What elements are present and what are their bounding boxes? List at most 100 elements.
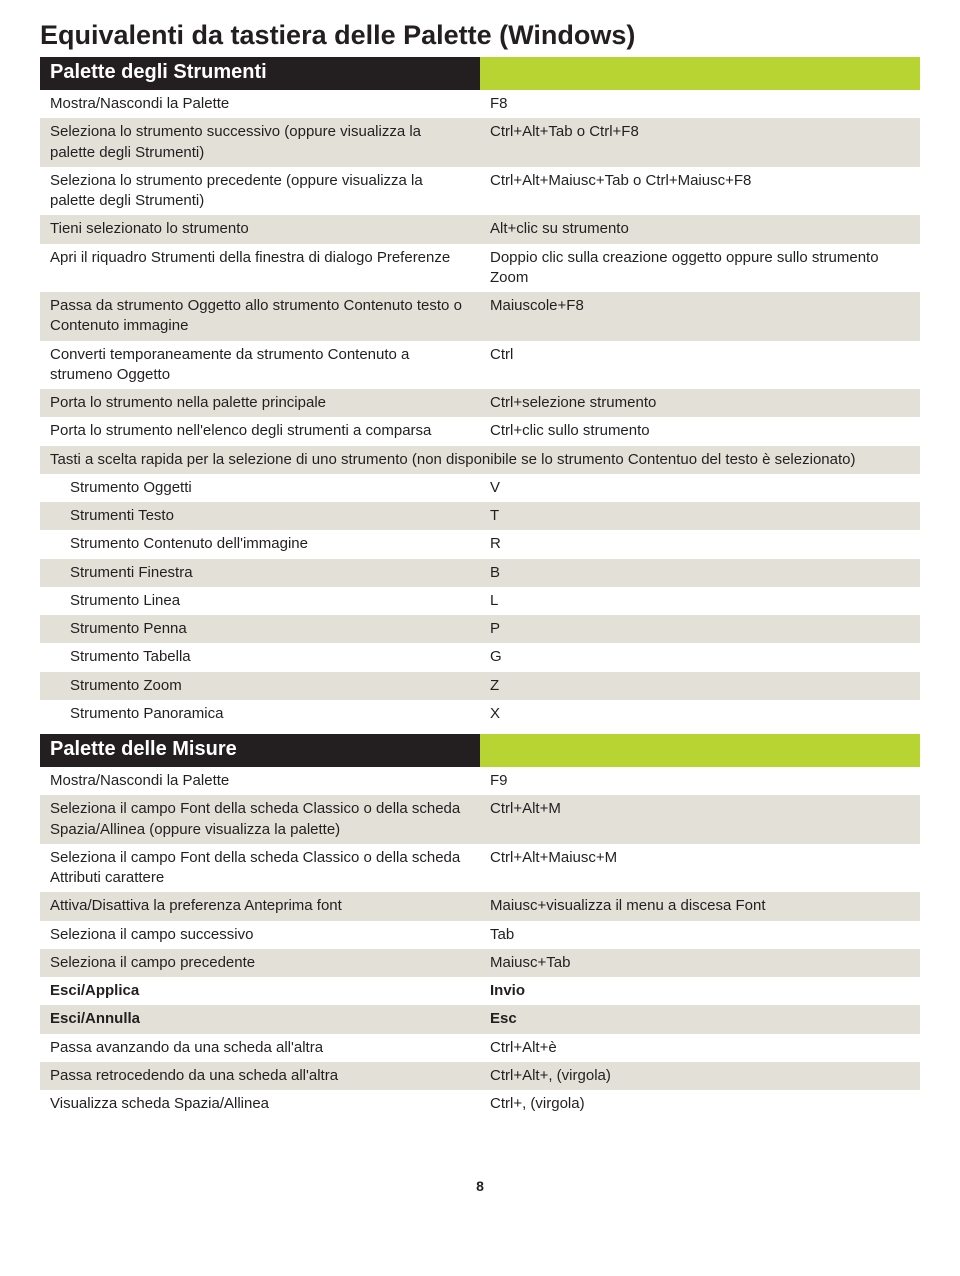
row-label: Passa retrocedendo da una scheda all'alt… xyxy=(40,1062,480,1090)
row-value: Ctrl+Alt+Tab o Ctrl+F8 xyxy=(480,118,920,167)
table-row: Strumenti TestoT xyxy=(40,502,920,530)
section-header-strumenti: Palette degli Strumenti xyxy=(40,57,920,90)
row-label: Passa da strumento Oggetto allo strument… xyxy=(40,292,480,341)
row-label: Seleziona lo strumento precedente (oppur… xyxy=(40,167,480,216)
row-label: Seleziona il campo precedente xyxy=(40,949,480,977)
row-label: Strumento Zoom xyxy=(40,672,480,700)
row-value: Ctrl+Alt+è xyxy=(480,1034,920,1062)
row-label: Strumenti Finestra xyxy=(40,559,480,587)
table-row: Seleziona il campo precedenteMaiusc+Tab xyxy=(40,949,920,977)
table-row: Passa da strumento Oggetto allo strument… xyxy=(40,292,920,341)
row-value: Ctrl+Alt+Maiusc+Tab o Ctrl+Maiusc+F8 xyxy=(480,167,920,216)
row-label: Seleziona il campo Font della scheda Cla… xyxy=(40,795,480,844)
table-row: Esci/AnnullaEsc xyxy=(40,1005,920,1033)
table-row: Strumento LineaL xyxy=(40,587,920,615)
row-label: Converti temporaneamente da strumento Co… xyxy=(40,341,480,390)
page-number: 8 xyxy=(40,1178,920,1194)
sub-header-row: Tasti a scelta rapida per la selezione d… xyxy=(40,446,920,474)
table-row: Apri il riquadro Strumenti della finestr… xyxy=(40,244,920,293)
row-value: P xyxy=(480,615,920,643)
table-row: Strumento PennaP xyxy=(40,615,920,643)
table-row: Mostra/Nascondi la PaletteF8 xyxy=(40,90,920,118)
row-value: Alt+clic su strumento xyxy=(480,215,920,243)
row-value: L xyxy=(480,587,920,615)
row-value: R xyxy=(480,530,920,558)
row-value: Invio xyxy=(480,977,920,1005)
sub-header-text: Tasti a scelta rapida per la selezione d… xyxy=(40,446,920,474)
section1-subrows: Strumento OggettiVStrumenti TestoTStrume… xyxy=(40,474,920,728)
row-label: Apri il riquadro Strumenti della finestr… xyxy=(40,244,480,293)
row-label: Mostra/Nascondi la Palette xyxy=(40,90,480,118)
table-row: Porta lo strumento nella palette princip… xyxy=(40,389,920,417)
row-label: Strumento Tabella xyxy=(40,643,480,671)
row-value: Maiusc+Tab xyxy=(480,949,920,977)
table-row: Strumento OggettiV xyxy=(40,474,920,502)
row-label: Seleziona lo strumento successivo (oppur… xyxy=(40,118,480,167)
row-value: V xyxy=(480,474,920,502)
row-label: Esci/Annulla xyxy=(40,1005,480,1033)
table-row: Mostra/Nascondi la PaletteF9 xyxy=(40,767,920,795)
section-accent xyxy=(480,734,920,767)
row-label: Strumento Penna xyxy=(40,615,480,643)
row-value: Maiusc+visualizza il menu a discesa Font xyxy=(480,892,920,920)
row-value: Ctrl+, (virgola) xyxy=(480,1090,920,1118)
row-value: Doppio clic sulla creazione oggetto oppu… xyxy=(480,244,920,293)
table-row: Passa retrocedendo da una scheda all'alt… xyxy=(40,1062,920,1090)
row-value: Ctrl+Alt+Maiusc+M xyxy=(480,844,920,893)
table-row: Seleziona il campo Font della scheda Cla… xyxy=(40,844,920,893)
row-label: Tieni selezionato lo strumento xyxy=(40,215,480,243)
row-value: G xyxy=(480,643,920,671)
table-row: Seleziona il campo successivoTab xyxy=(40,921,920,949)
row-value: Z xyxy=(480,672,920,700)
table-row: Porta lo strumento nell'elenco degli str… xyxy=(40,417,920,445)
section-title: Palette delle Misure xyxy=(40,734,480,767)
row-label: Visualizza scheda Spazia/Allinea xyxy=(40,1090,480,1118)
page-title: Equivalenti da tastiera delle Palette (W… xyxy=(40,20,920,51)
table-row: Passa avanzando da una scheda all'altraC… xyxy=(40,1034,920,1062)
table-row: Seleziona lo strumento precedente (oppur… xyxy=(40,167,920,216)
row-value: B xyxy=(480,559,920,587)
row-label: Strumento Contenuto dell'immagine xyxy=(40,530,480,558)
row-label: Strumento Panoramica xyxy=(40,700,480,728)
table-row: Strumenti FinestraB xyxy=(40,559,920,587)
row-label: Seleziona il campo Font della scheda Cla… xyxy=(40,844,480,893)
row-value: Ctrl+Alt+M xyxy=(480,795,920,844)
row-value: F8 xyxy=(480,90,920,118)
row-label: Mostra/Nascondi la Palette xyxy=(40,767,480,795)
table-row: Esci/ApplicaInvio xyxy=(40,977,920,1005)
row-value: T xyxy=(480,502,920,530)
section-accent xyxy=(480,57,920,90)
table-row: Strumento ZoomZ xyxy=(40,672,920,700)
row-value: Maiuscole+F8 xyxy=(480,292,920,341)
row-value: Ctrl+clic sullo strumento xyxy=(480,417,920,445)
table-row: Converti temporaneamente da strumento Co… xyxy=(40,341,920,390)
row-label: Esci/Applica xyxy=(40,977,480,1005)
row-label: Porta lo strumento nell'elenco degli str… xyxy=(40,417,480,445)
section2-rows: Mostra/Nascondi la PaletteF9Seleziona il… xyxy=(40,767,920,1118)
section-header-misure: Palette delle Misure xyxy=(40,734,920,767)
table-row: Visualizza scheda Spazia/AllineaCtrl+, (… xyxy=(40,1090,920,1118)
table-row: Tieni selezionato lo strumentoAlt+clic s… xyxy=(40,215,920,243)
table-row: Seleziona lo strumento successivo (oppur… xyxy=(40,118,920,167)
row-value: Ctrl+Alt+, (virgola) xyxy=(480,1062,920,1090)
table-row: Seleziona il campo Font della scheda Cla… xyxy=(40,795,920,844)
row-label: Seleziona il campo successivo xyxy=(40,921,480,949)
section-title: Palette degli Strumenti xyxy=(40,57,480,90)
table-row: Strumento Contenuto dell'immagineR xyxy=(40,530,920,558)
row-value: F9 xyxy=(480,767,920,795)
row-label: Strumento Linea xyxy=(40,587,480,615)
row-label: Passa avanzando da una scheda all'altra xyxy=(40,1034,480,1062)
row-value: Ctrl xyxy=(480,341,920,390)
row-value: Esc xyxy=(480,1005,920,1033)
row-value: Tab xyxy=(480,921,920,949)
row-label: Porta lo strumento nella palette princip… xyxy=(40,389,480,417)
section1-rows: Mostra/Nascondi la PaletteF8Seleziona lo… xyxy=(40,90,920,446)
row-value: X xyxy=(480,700,920,728)
table-row: Attiva/Disattiva la preferenza Anteprima… xyxy=(40,892,920,920)
table-row: Strumento PanoramicaX xyxy=(40,700,920,728)
row-value: Ctrl+selezione strumento xyxy=(480,389,920,417)
row-label: Attiva/Disattiva la preferenza Anteprima… xyxy=(40,892,480,920)
row-label: Strumento Oggetti xyxy=(40,474,480,502)
row-label: Strumenti Testo xyxy=(40,502,480,530)
table-row: Strumento TabellaG xyxy=(40,643,920,671)
